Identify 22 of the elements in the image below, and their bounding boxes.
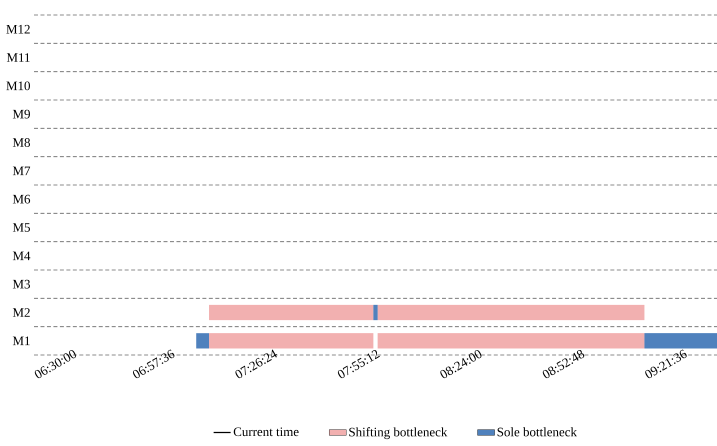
- bar: [373, 304, 378, 320]
- bar: [209, 304, 374, 320]
- y-tick-label: M4: [12, 252, 30, 260]
- bar: [378, 333, 644, 348]
- legend-label: Sole bottleneck: [498, 427, 577, 436]
- y-tick-label: M7: [12, 166, 30, 176]
- bar: [378, 304, 644, 320]
- y-tick-label: M9: [12, 110, 30, 119]
- y-tick-label: M3: [12, 280, 30, 289]
- y-tick-label: M1: [12, 336, 30, 346]
- y-tick-label: M5: [12, 223, 30, 232]
- bar: [644, 333, 717, 348]
- y-tick-label: M10: [6, 81, 30, 90]
- legend-label: Current time: [234, 427, 299, 436]
- y-tick-label: M2: [12, 308, 30, 317]
- y-tick-label: M12: [6, 24, 30, 34]
- bar: [196, 333, 210, 348]
- y-tick-label: M11: [6, 53, 30, 62]
- y-tick-label: M8: [12, 138, 30, 147]
- bar: [209, 333, 374, 348]
- y-tick-label: M6: [12, 194, 30, 204]
- legend-label: Shifting bottleneck: [349, 427, 448, 440]
